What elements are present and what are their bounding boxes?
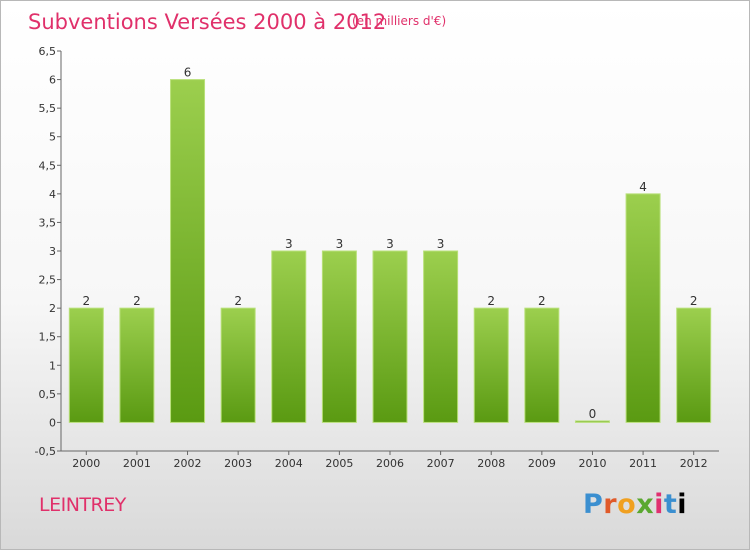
- bar: [68, 307, 104, 423]
- y-tick-label: 1,5: [39, 331, 57, 344]
- bar-value-label: 3: [386, 237, 394, 251]
- y-tick-label: 2: [49, 302, 56, 315]
- proxiti-logo[interactable]: Proxiti: [583, 489, 687, 520]
- y-tick-label: 1: [49, 359, 56, 372]
- x-tick-label: 2000: [72, 457, 100, 470]
- bar: [321, 250, 357, 423]
- y-tick-label: 3,5: [39, 216, 57, 229]
- bar-value-label: 6: [184, 66, 192, 80]
- x-tick-label: 2002: [174, 457, 202, 470]
- bar-value-label: 3: [336, 237, 344, 251]
- x-tick-label: 2009: [528, 457, 556, 470]
- bar: [524, 307, 560, 423]
- y-tick-label: 6,5: [39, 45, 57, 58]
- logo-letter: i: [677, 489, 688, 520]
- y-tick-label: 0: [49, 416, 56, 429]
- y-tick-label: 4: [49, 188, 56, 201]
- logo-letter: o: [617, 489, 637, 520]
- logo-letter: r: [603, 489, 618, 520]
- y-tick-label: 5,5: [39, 102, 57, 115]
- chart-title: Subventions Versées 2000 à 2012: [28, 10, 387, 34]
- x-tick-label: 2004: [275, 457, 303, 470]
- y-tick-label: 2,5: [39, 274, 57, 287]
- x-tick-label: 2006: [376, 457, 404, 470]
- bar-value-label: 4: [639, 180, 647, 194]
- y-tick-label: 5: [49, 131, 56, 144]
- x-tick-label: 2003: [224, 457, 252, 470]
- bar: [372, 250, 408, 423]
- logo-letter: i: [654, 489, 664, 520]
- y-tick-label: 3: [49, 245, 56, 258]
- bar-value-label: 3: [437, 237, 445, 251]
- x-tick-label: 2011: [629, 457, 657, 470]
- x-tick-label: 2007: [427, 457, 455, 470]
- bar: [170, 79, 206, 423]
- chart-axes: -0,5 0 0,5 1 1,5 2 2,5 3 3,5 4 4,5 5 5,5 6 6,5: [35, 45, 719, 458]
- logo-letter: x: [636, 489, 655, 520]
- bar: [676, 307, 712, 423]
- y-tick-label: 0,5: [39, 388, 57, 401]
- bar-value-label: 2: [82, 294, 90, 308]
- bar: [574, 420, 610, 423]
- x-tick-label: 2005: [325, 457, 353, 470]
- chart-subtitle: (en milliers d'€): [352, 14, 447, 28]
- bar: [271, 250, 307, 423]
- bar-value-label: 2: [487, 294, 495, 308]
- bar-value-label: 2: [234, 294, 242, 308]
- bar: [473, 307, 509, 423]
- commune-name: LEINTREY: [39, 494, 126, 516]
- bar: [119, 307, 155, 423]
- chart-labels: 2 2000 2 2001 6 2002 2 2003 3 2004 3 2005 3 2006 3 2007…: [72, 66, 707, 470]
- chart-bars: [68, 79, 712, 423]
- bar-value-label: 2: [538, 294, 546, 308]
- x-tick-label: 2001: [123, 457, 151, 470]
- y-tick-label: 6: [49, 74, 56, 87]
- y-tick-label: -0,5: [35, 445, 56, 458]
- bar-value-label: 0: [589, 407, 597, 421]
- logo-letter: t: [663, 489, 678, 520]
- bar: [423, 250, 459, 423]
- bar-value-label: 2: [133, 294, 141, 308]
- bar: [625, 193, 661, 423]
- x-tick-label: 2010: [578, 457, 606, 470]
- x-tick-label: 2012: [680, 457, 708, 470]
- bar: [220, 307, 256, 423]
- bar-value-label: 2: [690, 294, 698, 308]
- bar-value-label: 3: [285, 237, 293, 251]
- y-tick-label: 4,5: [39, 159, 57, 172]
- x-tick-label: 2008: [477, 457, 505, 470]
- logo-letter: P: [583, 489, 604, 520]
